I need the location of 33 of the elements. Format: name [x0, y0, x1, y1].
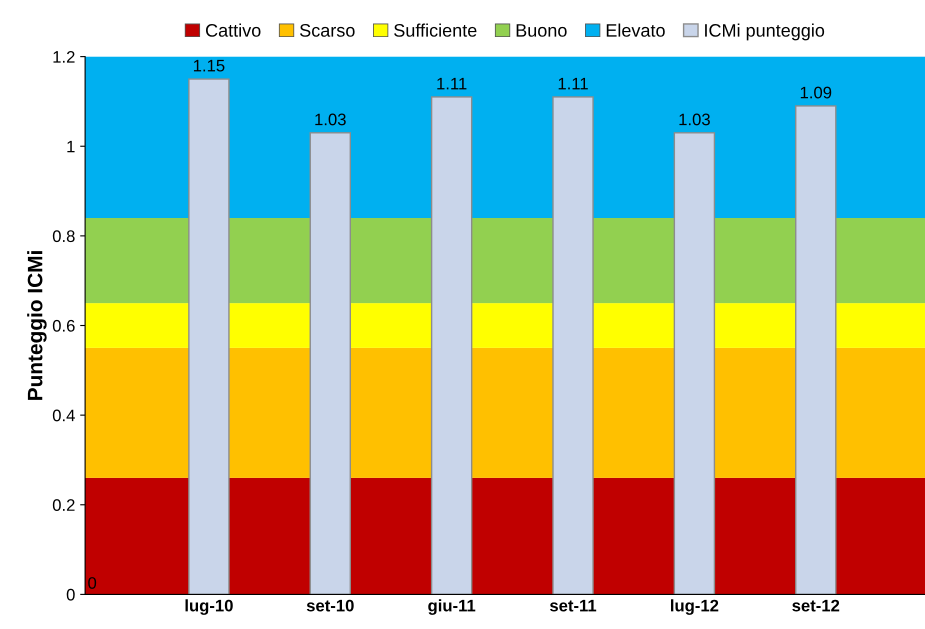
data-label: 1.15 [194, 60, 224, 72]
legend-label: ICMi punteggio [705, 24, 824, 40]
legend-label: Buono [516, 24, 567, 37]
y-tick-label: 0.4 [52, 410, 75, 422]
bar [674, 132, 716, 594]
y-tick-label: 0.6 [52, 320, 75, 332]
x-tick-label: giu-11 [428, 599, 476, 615]
y-tick-label: 0.2 [52, 499, 75, 511]
y-tick-label: 1.2 [53, 51, 75, 63]
x-tick-label: set-12 [792, 600, 840, 612]
y-tick-label: 1 [67, 140, 75, 152]
x-tick-label: set-11 [550, 600, 596, 612]
data-label: 1.09 [800, 86, 832, 98]
data-label: 1.03 [315, 114, 346, 126]
bar [310, 132, 351, 594]
x-tick-label: lug-12 [671, 599, 718, 615]
data-label: 1.11 [437, 78, 466, 90]
legend-label: Sufficiente [394, 24, 476, 37]
legend-label: Cattivo [206, 24, 261, 37]
data-label: 1.03 [679, 114, 710, 126]
bar [552, 96, 594, 594]
bar [430, 96, 472, 594]
annotation: 0 [88, 577, 96, 589]
bar [795, 105, 836, 594]
x-tick-label: set-10 [306, 600, 354, 612]
x-tick-label: lug-10 [186, 599, 233, 615]
data-label: 1.11 [558, 78, 588, 90]
bar [188, 78, 230, 594]
y-tick-label: 0 [66, 588, 75, 601]
legend-label: Scarso [300, 24, 355, 37]
y-tick-label: 0.8 [52, 230, 75, 242]
y-axis-title: Punteggio ICMi [27, 251, 47, 400]
legend-label: Elevato [606, 24, 665, 37]
